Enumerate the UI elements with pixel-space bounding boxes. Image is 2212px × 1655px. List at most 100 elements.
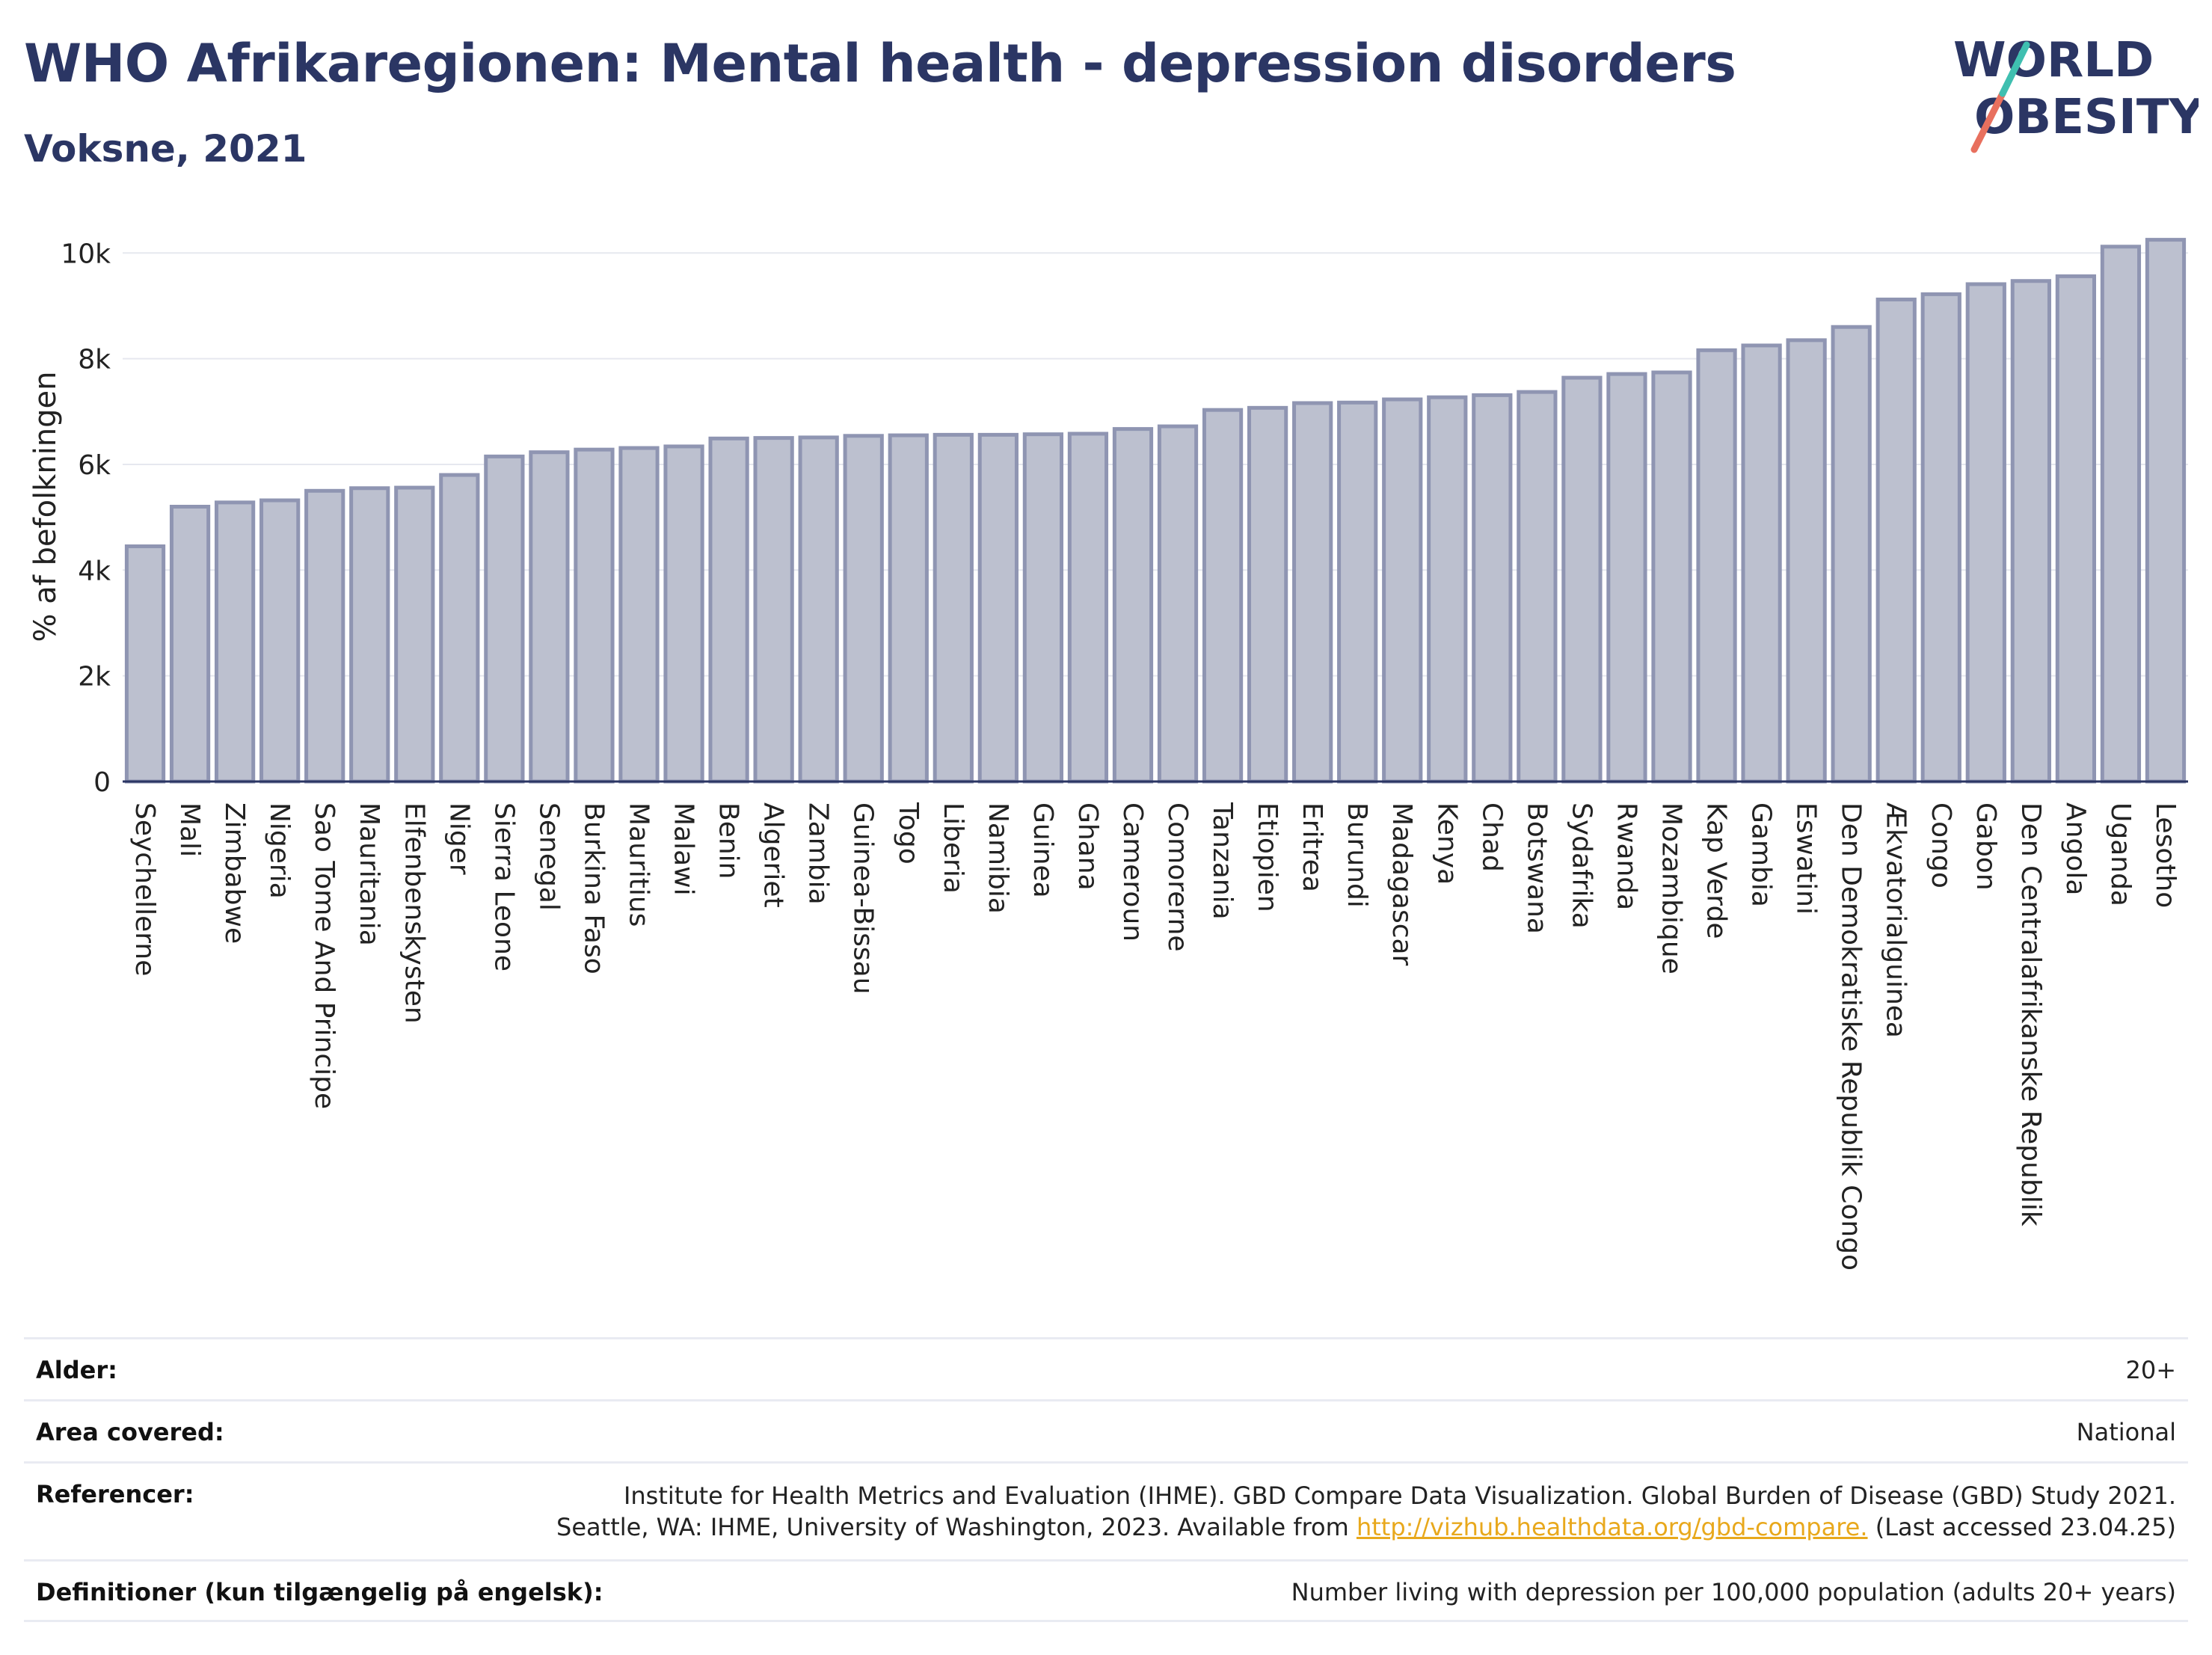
y-tick-label: 0	[93, 767, 111, 798]
bar-chart: 0 2k 4k 6k 8k 10k % af befolkningen Seychellern…	[28, 238, 2188, 1271]
x-tick-label: Etiopien	[1252, 802, 1282, 912]
info-value: National	[2076, 1418, 2176, 1446]
info-row-area: Area covered: National	[24, 1399, 2188, 1461]
x-tick-label: Eswatini	[1791, 802, 1822, 915]
x-tick-label: Zimbabwe	[219, 802, 250, 944]
bar	[1247, 405, 1288, 784]
x-tick-label: Den Centralafrikanske Republik	[2015, 802, 2046, 1226]
info-row-definitions: Definitioner (kun tilgængelig på engelsk…	[24, 1559, 2188, 1622]
x-tick-label: Guinea-Bissau	[848, 802, 879, 995]
bar	[1965, 282, 2006, 784]
y-tick-label: 8k	[78, 345, 111, 375]
x-tick-label: Elfenbenskysten	[399, 802, 429, 1024]
chart-title: WHO Afrikaregionen: Mental health - depr…	[24, 33, 1736, 94]
bar	[124, 544, 166, 784]
x-tick-label: Den Demokratiske Republik Congo	[1836, 802, 1867, 1271]
x-tick-label: Madagascar	[1386, 802, 1417, 966]
bar	[1337, 400, 1378, 784]
logo-line1: WORLD	[1953, 33, 2154, 88]
bar	[708, 436, 749, 784]
x-tick-label: Kenya	[1431, 802, 1462, 885]
x-tick-label: Liberia	[938, 802, 968, 894]
x-tick-label: Mozambique	[1656, 802, 1687, 974]
bar	[1382, 397, 1423, 784]
reference-line2-suffix: (Last accessed 23.04.25)	[1867, 1513, 2176, 1541]
x-tick-label: Gambia	[1746, 802, 1777, 907]
world-obesity-logo: WORLD OBESITY	[1953, 33, 2199, 153]
x-tick-label: Guinea	[1027, 802, 1058, 898]
bar	[798, 435, 839, 784]
x-tick-label: Eritrea	[1297, 802, 1327, 892]
x-tick-label: Zambia	[803, 802, 834, 905]
bar	[169, 505, 211, 784]
info-table: Alder: 20+ Area covered: National Refere…	[24, 1337, 2188, 1622]
reference-link[interactable]: http://vizhub.healthdata.org/gbd-compare…	[1356, 1513, 1868, 1541]
bar	[753, 436, 794, 784]
bar	[933, 432, 974, 784]
bar	[439, 473, 480, 784]
x-tick-label: Congo	[1926, 802, 1956, 888]
y-tick-label: 10k	[61, 239, 111, 269]
bar	[1561, 375, 1603, 784]
x-tick-label: Burkina Faso	[578, 802, 609, 974]
bar	[1472, 393, 1513, 784]
bar	[1875, 297, 1917, 784]
reference-line2-prefix: Seattle, WA: IHME, University of Washing…	[556, 1513, 1357, 1541]
bar	[888, 433, 929, 784]
x-tick-label: Chad	[1476, 802, 1507, 872]
bar	[259, 498, 301, 784]
info-label: Definitioner (kun tilgængelig på engelsk…	[36, 1578, 603, 1606]
bar	[843, 434, 884, 784]
y-tick-label: 2k	[78, 662, 111, 693]
x-tick-label: Seychellerne	[129, 802, 160, 976]
bar	[394, 485, 435, 784]
bar	[484, 454, 525, 784]
x-tick-label: Uganda	[2105, 802, 2136, 906]
y-axis-title: % af befolkningen	[28, 371, 63, 642]
bar	[1606, 372, 1647, 784]
info-value: Institute for Health Metrics and Evaluat…	[556, 1480, 2176, 1543]
x-tick-label: Togo	[893, 802, 924, 865]
bar	[304, 488, 345, 784]
y-tick-label: 4k	[78, 556, 111, 586]
bar	[214, 500, 256, 784]
y-tick-label: 6k	[78, 450, 111, 481]
x-tick-label: Botswana	[1521, 802, 1552, 934]
bar	[1696, 348, 1737, 784]
x-tick-label: Benin	[713, 802, 744, 879]
bar	[618, 446, 660, 784]
x-tick-label: Lesotho	[2150, 802, 2181, 908]
info-row-age: Alder: 20+	[24, 1337, 2188, 1399]
x-tick-label: Mali	[174, 802, 205, 857]
info-label: Referencer:	[36, 1480, 194, 1508]
bar	[2055, 274, 2097, 784]
bar	[1157, 424, 1199, 784]
bar	[1517, 390, 1558, 784]
bar	[1112, 427, 1154, 784]
x-tick-label: Sydafrika	[1566, 802, 1597, 929]
info-row-references: Referencer: Institute for Health Metrics…	[24, 1461, 2188, 1559]
x-tick-label: Rwanda	[1611, 802, 1641, 910]
bar	[663, 444, 704, 784]
x-tick-label: Sao Tome And Principe	[309, 802, 340, 1109]
x-tick-label: Malawi	[669, 802, 699, 896]
bar	[1920, 292, 1961, 784]
bar	[1741, 343, 1782, 784]
bar	[2100, 245, 2142, 784]
x-tick-label: Mauritius	[624, 802, 654, 927]
x-tick-label: Mauritania	[354, 802, 384, 946]
x-tick-label: Angola	[2060, 802, 2091, 895]
x-tick-label: Nigeria	[264, 802, 295, 899]
info-label: Area covered:	[36, 1418, 224, 1446]
bar	[977, 432, 1019, 784]
x-tick-label: Tanzania	[1207, 802, 1238, 920]
bar	[1292, 401, 1333, 784]
bar	[1202, 408, 1244, 784]
bar	[1786, 338, 1827, 784]
bar	[349, 486, 390, 784]
info-label: Alder:	[36, 1356, 117, 1384]
info-value: 20+	[2125, 1356, 2176, 1384]
x-tick-label: Senegal	[533, 802, 564, 911]
logo-line2: OBESITY	[1974, 90, 2199, 145]
x-tick-label: Sierra Leone	[488, 802, 519, 971]
